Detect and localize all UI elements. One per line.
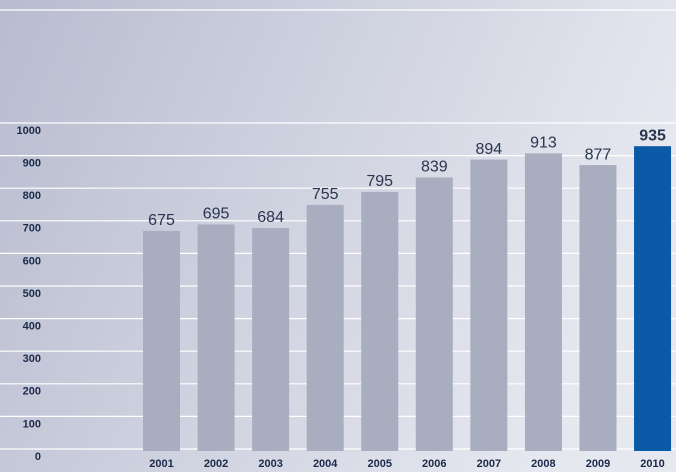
y-tick-label: 1000 [17,125,41,137]
x-tick-label: 2003 [258,458,282,470]
value-label: 935 [639,127,666,144]
value-label: 675 [148,212,175,229]
y-tick-label: 0 [35,451,41,463]
value-label: 894 [476,141,503,158]
y-tick-label: 700 [23,223,41,235]
x-tick-label: 2002 [204,458,228,470]
x-tick-label: 2001 [149,458,173,470]
y-tick-label: 500 [23,288,41,300]
bar [634,146,672,451]
value-label: 684 [257,209,284,226]
bar [252,228,290,451]
value-label: 839 [421,159,448,176]
value-label: 877 [585,146,612,163]
x-tick-label: 2005 [367,458,391,470]
value-label: 695 [203,206,230,223]
bar [197,224,235,451]
value-label: 913 [530,135,557,152]
x-tick-label: 2009 [586,458,610,470]
x-tick-label: 2007 [477,458,501,470]
bar [415,177,453,451]
x-tick-label: 2006 [422,458,446,470]
value-label: 795 [366,173,393,190]
bar [524,153,562,451]
x-tick-label: 2004 [313,458,338,470]
y-tick-label: 200 [23,386,41,398]
y-tick-label: 600 [23,255,41,267]
bar [306,204,344,451]
y-tick-label: 300 [23,353,41,365]
y-tick-label: 400 [23,321,41,333]
y-tick-label: 900 [23,158,41,170]
x-tick-label: 2010 [640,458,664,470]
bar [579,165,617,451]
y-tick-label: 100 [23,418,41,430]
bar [143,230,180,451]
value-label: 755 [312,186,339,203]
x-tick-label: 2008 [531,458,555,470]
bar [361,191,399,451]
y-tick-label: 800 [23,190,41,202]
bar [470,159,508,451]
